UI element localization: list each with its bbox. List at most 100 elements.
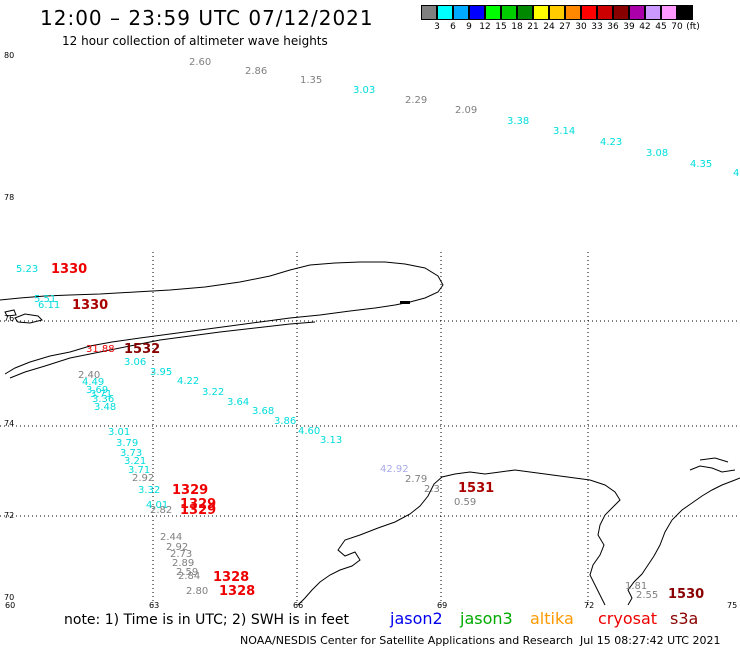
- map-title: 12:00 – 23:59 UTC 07/12/2021: [40, 6, 374, 30]
- lon-label: 72: [584, 601, 594, 610]
- legend-swatch: [661, 5, 677, 20]
- generation-timestamp: Jul 15 08:27:42 UTC 2021: [580, 634, 721, 647]
- swh-value: 2.92: [132, 473, 154, 484]
- swh-value: 1.35: [300, 75, 322, 86]
- legend-label: 18: [511, 22, 523, 32]
- legend-label: 12: [479, 22, 491, 32]
- lon-label: 75: [727, 601, 737, 610]
- swh-value: 2.59: [176, 567, 198, 578]
- swh-value: 5.51: [34, 294, 56, 305]
- satellite-name: s3a: [670, 609, 699, 628]
- lat-label: 74: [4, 419, 14, 428]
- swh-value: 4.35: [690, 159, 712, 170]
- legend-swatch: [581, 5, 597, 20]
- swh-value: 3.13: [320, 435, 342, 446]
- legend-swatch: [549, 5, 565, 20]
- lat-label: 78: [4, 193, 14, 202]
- swh-value: 2.44: [160, 532, 182, 543]
- swh-value: 3.03: [353, 85, 375, 96]
- legend-label: 24: [543, 22, 555, 32]
- swh-value: 2.09: [455, 105, 477, 116]
- swh-value: 2.89: [172, 558, 194, 569]
- swh-value: 4: [733, 168, 739, 179]
- swh-value: 3.71: [128, 465, 150, 476]
- coastline-novaya-zemlya-south: [9, 321, 316, 379]
- swh-value: 1.81: [625, 581, 647, 592]
- legend-swatch: [437, 5, 453, 20]
- legend-label: 42: [639, 22, 651, 32]
- legend-label: 6: [450, 22, 456, 32]
- map-subtitle: 12 hour collection of altimeter wave hei…: [62, 34, 328, 48]
- legend-swatch: [629, 5, 645, 20]
- coastline-gulf-east: [627, 477, 740, 606]
- swh-value: 2.92: [166, 542, 188, 553]
- lon-label: 63: [149, 601, 159, 610]
- legend-label: 70: [671, 22, 683, 32]
- swh-value: 3.14: [553, 126, 575, 137]
- swh-value: 3.38: [507, 116, 529, 127]
- legend-label: 3: [434, 22, 440, 32]
- swh-value: 3.48: [94, 402, 116, 413]
- swh-value: 2.84: [178, 571, 200, 582]
- legend-unit: (ft): [686, 22, 700, 32]
- lat-label: 72: [4, 511, 14, 520]
- pass-time: 1330: [51, 262, 87, 277]
- legend-swatch: [501, 5, 517, 20]
- pass-time: 1532: [124, 342, 160, 357]
- swh-value: 2.55: [636, 590, 658, 601]
- legend-swatch: [533, 5, 549, 20]
- swh-value: 3.21: [124, 456, 146, 467]
- pass-time: 1530: [668, 587, 704, 602]
- swh-value: 3.06: [124, 357, 146, 368]
- swh-value: 31.88: [86, 344, 115, 355]
- legend-label: 45: [655, 22, 667, 32]
- coastline-novaya-zemlya-north: [0, 261, 444, 375]
- island-marker: [400, 301, 410, 304]
- swh-value: 3.95: [150, 367, 172, 378]
- lon-label: 60: [5, 601, 15, 610]
- swh-value: 3.68: [252, 406, 274, 417]
- legend-label: 36: [607, 22, 619, 32]
- coastline-islands: [689, 457, 736, 473]
- legend-label: 33: [591, 22, 603, 32]
- coastline-mainland: [297, 469, 621, 606]
- swh-value: 2.79: [405, 474, 427, 485]
- pass-time: 1329: [180, 503, 216, 518]
- swh-value: 3.71: [90, 389, 112, 400]
- satellite-name: cryosat: [598, 609, 658, 628]
- legend-swatch: [421, 5, 437, 20]
- legend-label: 27: [559, 22, 571, 32]
- swh-value: 3.22: [202, 387, 224, 398]
- legend-swatch: [597, 5, 613, 20]
- pass-time: 1329: [180, 497, 216, 512]
- legend-swatch: [453, 5, 469, 20]
- swh-value: 3.01: [108, 427, 130, 438]
- swh-value: 4.23: [600, 137, 622, 148]
- swh-value: 4.60: [298, 426, 320, 437]
- swh-value: 2.40: [78, 370, 100, 381]
- footer-note: note: 1) Time is in UTC; 2) SWH is in fe…: [64, 612, 350, 628]
- observation-labels: 2.60 2.86 1.35 3.03 2.29 2.09 3.38 3.14 4.23 3.08…: [16, 57, 739, 601]
- swh-value: 2.60: [189, 57, 211, 68]
- lon-label: 66: [293, 601, 303, 610]
- legend-swatch: [517, 5, 533, 20]
- legend-swatch: [485, 5, 501, 20]
- pass-time: 1328: [213, 570, 249, 585]
- swh-value: 3.73: [120, 448, 142, 459]
- legend-label: 39: [623, 22, 635, 32]
- swh-value: 6.11: [38, 300, 60, 311]
- swh-value: 2.73: [170, 549, 192, 560]
- swh-value: 0.59: [454, 497, 476, 508]
- swh-value: 4.01: [146, 500, 168, 511]
- legend-label: 30: [575, 22, 587, 32]
- pass-time: 1328: [219, 584, 255, 599]
- coastline-small-isles: [4, 309, 43, 324]
- lat-label: 80: [4, 51, 14, 60]
- swh-value: 2.3: [424, 484, 440, 495]
- lat-label: 70: [4, 593, 14, 602]
- swh-value: 3.64: [227, 397, 249, 408]
- swh-value: 3.32: [138, 485, 160, 496]
